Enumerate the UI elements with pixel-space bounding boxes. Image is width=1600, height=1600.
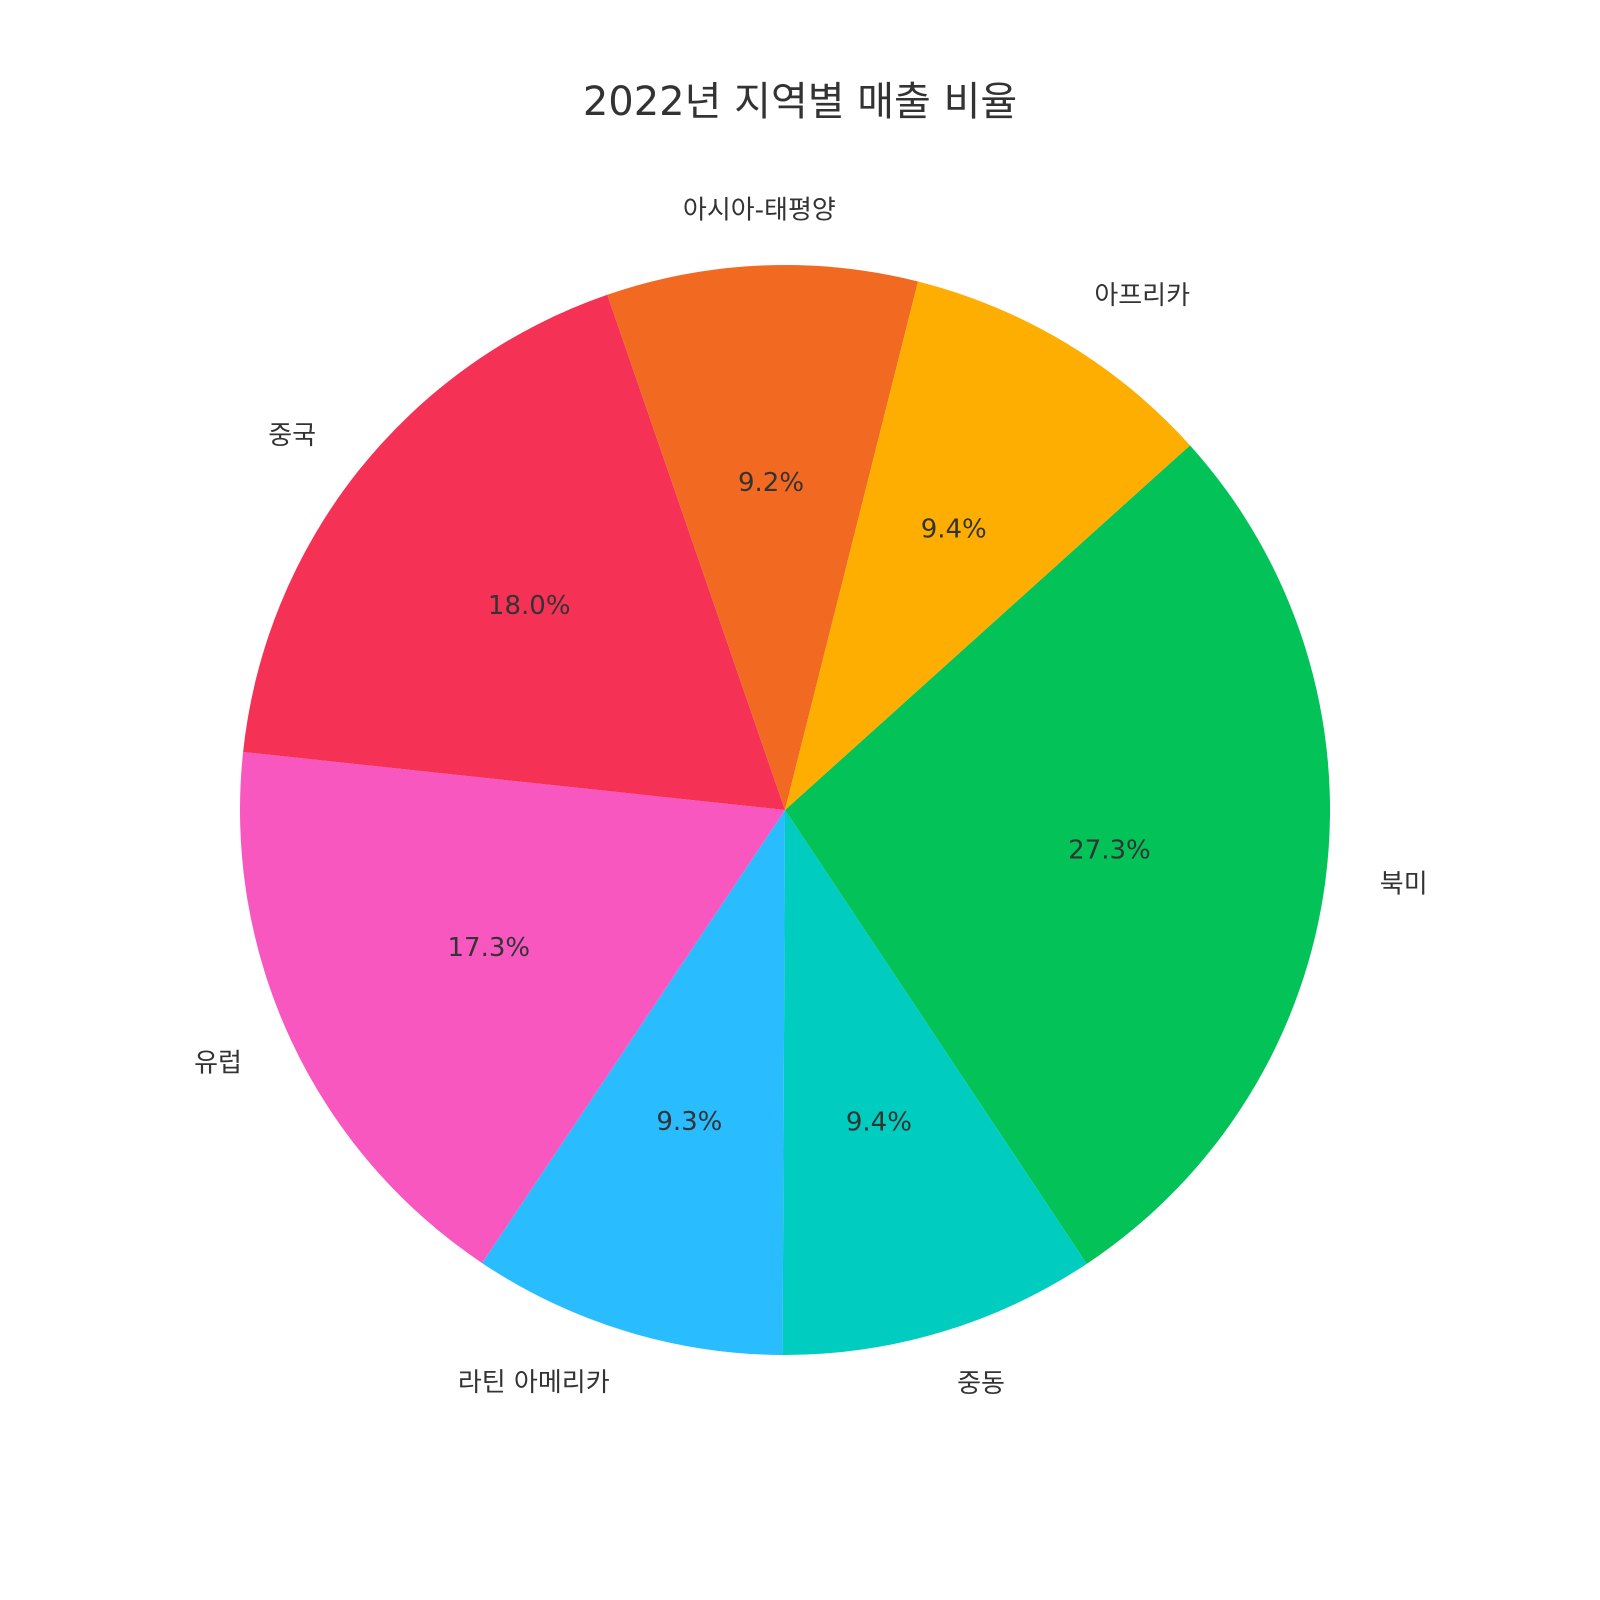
pie-slice-3 [239, 752, 785, 1264]
category-label-0: 북미 [1380, 870, 1428, 900]
pie-slice-0 [785, 445, 1330, 1264]
percent-label-6: 9.4% [921, 514, 987, 544]
category-label-3: 유럽 [194, 1048, 242, 1078]
chart-title: 2022년 지역별 매출 비율 [583, 79, 1017, 125]
category-label-1: 중동 [957, 1369, 1005, 1399]
category-label-6: 아프리카 [1094, 281, 1190, 311]
percent-label-1: 9.4% [846, 1108, 912, 1138]
category-label-4: 중국 [268, 421, 316, 451]
percent-label-2: 9.3% [656, 1107, 722, 1137]
category-label-5: 아시아-태평양 [683, 196, 836, 226]
percent-label-4: 18.0% [488, 591, 571, 621]
percent-label-3: 17.3% [447, 933, 530, 963]
percent-label-5: 9.2% [738, 468, 804, 498]
pie-slice-1 [782, 810, 1087, 1355]
pie-slice-6 [785, 281, 1191, 810]
pie-slice-5 [607, 265, 919, 811]
percent-labels: 27.3% 9.4% 9.3% 17.3% 18.0% 9.2% 9.4% [447, 468, 1150, 1138]
pie-slice-2 [482, 810, 785, 1355]
percent-label-0: 27.3% [1068, 835, 1151, 865]
pie-slice-4 [243, 294, 786, 810]
pie-slices [239, 265, 1330, 1355]
category-label-2: 라틴 아메리카 [458, 1368, 610, 1398]
